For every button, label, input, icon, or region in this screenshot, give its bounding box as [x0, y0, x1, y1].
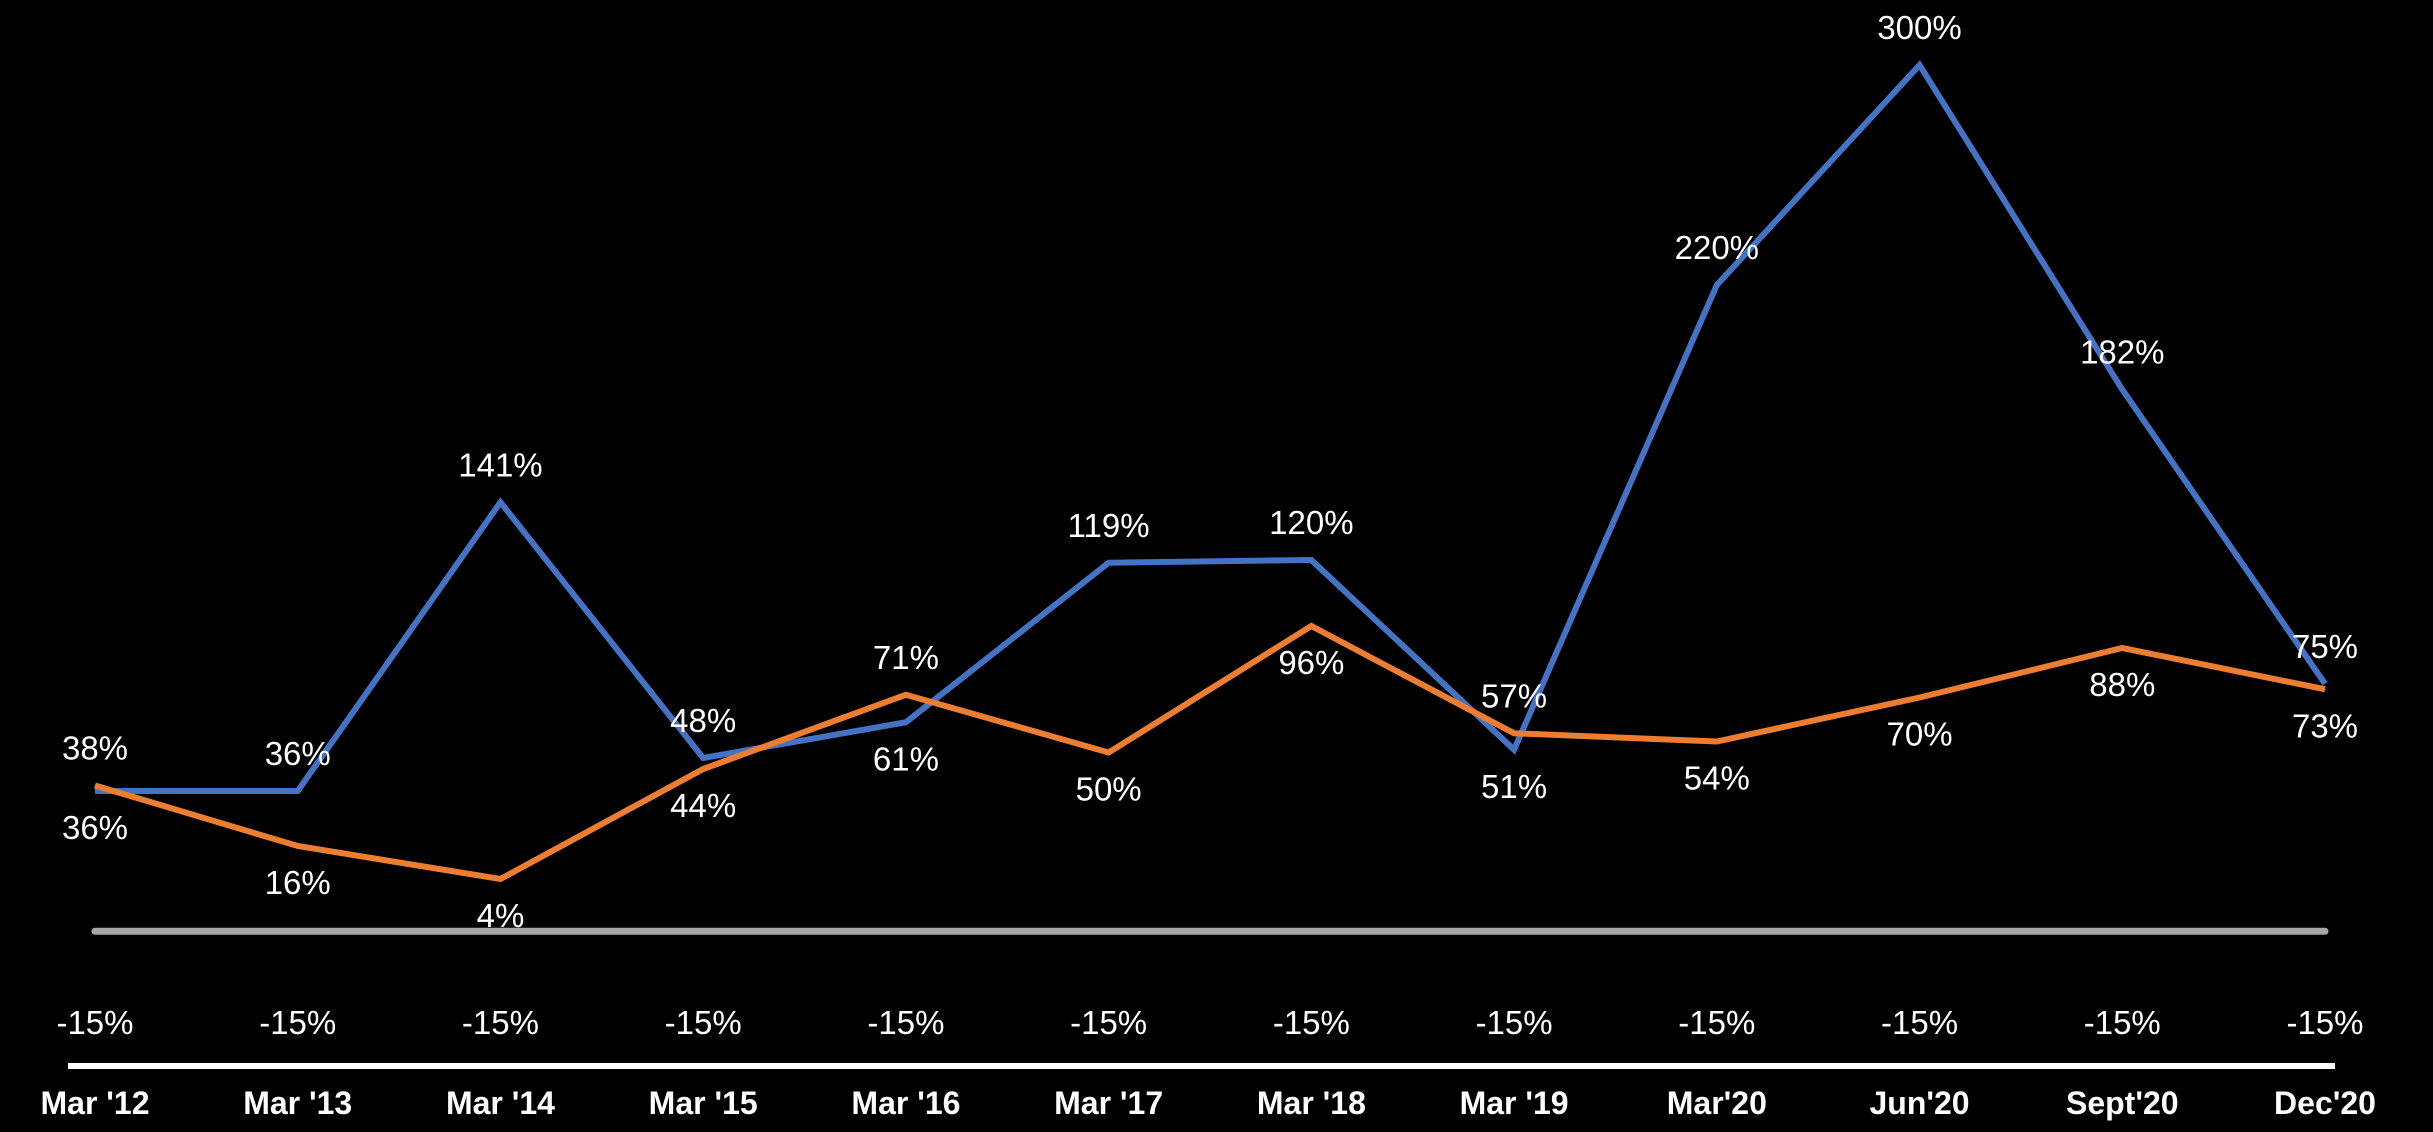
series-2-point: [1919, 697, 1921, 698]
baseline-label: -15%: [867, 1004, 944, 1041]
data-label-series-1: 48%: [670, 702, 736, 739]
series-1-point: [1716, 284, 1718, 286]
data-label-series-1: 61%: [873, 740, 939, 777]
data-label-series-1: 220%: [1675, 229, 1759, 266]
baseline-label: -15%: [259, 1004, 336, 1041]
x-tick-label: Mar '13: [243, 1085, 352, 1121]
x-tick-label: Jun'20: [1869, 1085, 1969, 1121]
baseline-label: -15%: [1881, 1004, 1958, 1041]
baseline-label: -15%: [462, 1004, 539, 1041]
data-label-series-2: 50%: [1076, 771, 1142, 808]
series-1-point: [1108, 562, 1110, 564]
data-label-series-2: 54%: [1684, 760, 1750, 797]
data-label-series-1: 119%: [1068, 507, 1150, 544]
x-tick-label: Mar '17: [1054, 1085, 1163, 1121]
data-label-series-1: 120%: [1269, 504, 1353, 541]
data-label-series-2: 38%: [62, 730, 128, 767]
x-tick-label: Mar '16: [851, 1085, 960, 1121]
x-tick-label: Mar '18: [1257, 1085, 1366, 1121]
baseline-label: -15%: [1476, 1004, 1553, 1041]
series-1-point: [1919, 64, 1921, 66]
series-2-point: [1310, 625, 1312, 627]
series-2-point: [2324, 688, 2326, 690]
series-1-point: [1310, 559, 1312, 561]
data-label-series-2: 4%: [477, 897, 525, 934]
series-1-point: [2121, 389, 2123, 390]
baseline-label: -15%: [2286, 1004, 2363, 1041]
baseline-label: -15%: [56, 1004, 133, 1041]
x-tick-label: Mar'20: [1667, 1085, 1767, 1121]
series-1-point: [702, 757, 704, 759]
data-label-series-2: 70%: [1887, 716, 1953, 753]
series-line-1: [95, 60, 2328, 794]
data-label-series-2: 96%: [1278, 644, 1344, 681]
x-tick-label: Mar '14: [446, 1085, 555, 1121]
data-label-series-2: 71%: [873, 639, 939, 676]
data-label-series-2: 16%: [265, 864, 331, 901]
series-1-point: [94, 790, 96, 792]
x-tick-label: Sept'20: [2066, 1085, 2179, 1121]
series-2-point: [499, 878, 501, 880]
data-label-series-1: 141%: [458, 446, 542, 483]
baseline-label: -15%: [665, 1004, 742, 1041]
baseline-label: -15%: [2084, 1004, 2161, 1041]
data-label-series-1: 75%: [2292, 628, 2358, 665]
series-2-point: [905, 694, 907, 696]
series-line-2: [94, 622, 2326, 883]
series-1-point: [2324, 683, 2326, 685]
baseline-label: -15%: [1678, 1004, 1755, 1041]
baseline-label: -15%: [1273, 1004, 1350, 1041]
series-2-point: [1716, 741, 1718, 742]
series-2-point: [297, 845, 299, 847]
x-axis-tick-labels: Mar '12 Mar '13 Mar '14 Mar '15 Mar '16 Mar '…: [41, 1085, 2376, 1121]
data-label-series-1: 182%: [2080, 334, 2164, 371]
data-labels: 36% 38% 36% 16% 141% 4% 48% 44% 61% 71% 119% 50% 120…: [62, 9, 2358, 934]
data-label-series-1: 300%: [1877, 9, 1961, 46]
series-2-point: [2121, 647, 2123, 649]
series-2-point: [1513, 732, 1515, 734]
x-tick-label: Mar '15: [649, 1085, 758, 1121]
series-2-point: [1108, 752, 1110, 753]
x-tick-label: Mar '12: [41, 1085, 150, 1121]
data-label-series-2: 73%: [2292, 707, 2358, 744]
data-label-series-1: 36%: [62, 809, 128, 846]
baseline-labels: -15% -15% -15% -15% -15% -15% -15% -15% -15% -15%…: [56, 1004, 2363, 1041]
data-label-series-2: 44%: [670, 787, 736, 824]
x-tick-label: Dec'20: [2274, 1085, 2376, 1121]
series-1-point: [297, 790, 299, 792]
series-1-point: [905, 721, 907, 723]
x-tick-label: Mar '19: [1460, 1085, 1569, 1121]
data-label-series-1: 36%: [265, 735, 331, 772]
series-lines: [91, 60, 2329, 935]
data-label-series-2: 88%: [2089, 666, 2155, 703]
series-1-point: [499, 501, 501, 503]
series-2-point: [94, 785, 96, 786]
baseline-label: -15%: [1070, 1004, 1147, 1041]
data-label-series-1: 51%: [1481, 768, 1547, 805]
series-2-point: [702, 768, 704, 770]
series-1-point: [1513, 749, 1515, 751]
data-label-series-2: 57%: [1481, 677, 1547, 714]
